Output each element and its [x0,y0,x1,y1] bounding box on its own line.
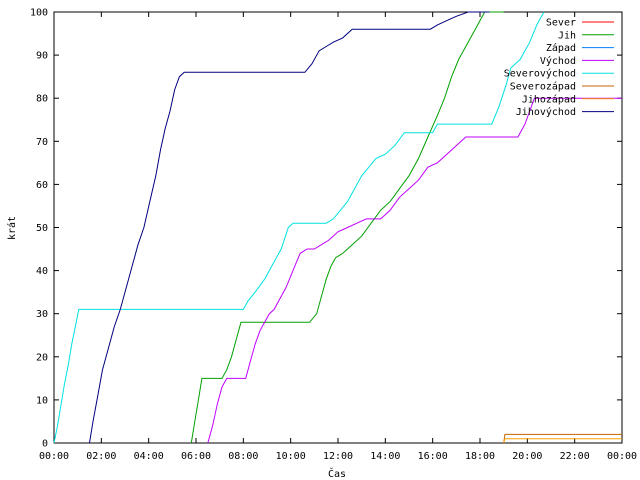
legend-label: Jih [558,30,576,41]
x-tick-label: 22:00 [560,451,590,462]
x-tick-label: 00:00 [39,451,69,462]
x-tick-label: 08:00 [228,451,258,462]
legend: SeverJihZápadVýchodSeverovýchodSeverozáp… [504,18,614,118]
y-tick-label: 100 [30,8,48,19]
series-line-jihozapad [503,438,622,444]
legend-label: Jihovýchod [516,106,576,118]
y-axis-title: krát [6,216,18,240]
x-tick-label: 10:00 [276,451,306,462]
series-line-severovychod [53,11,545,444]
x-tick-label: 06:00 [181,451,211,462]
y-tick-label: 0 [42,439,48,450]
series-line-jihovychod [89,11,490,444]
x-tick-label: 02:00 [86,451,116,462]
x-tick-label: 04:00 [134,451,164,462]
y-tick-label: 20 [36,352,48,363]
y-tick-label: 60 [36,180,48,191]
x-tick-label: 16:00 [418,451,448,462]
x-axis-ticks: 00:00 02:00 04:00 06:00 08:00 10:00 12:00 14:00… [39,12,637,462]
x-tick-label: 00:00 [607,451,637,462]
series-lines [53,11,622,444]
series-line-vychod [207,97,622,444]
legend-label: Jihozápad [522,93,576,105]
legend-label: Východ [540,55,576,67]
x-tick-label: 14:00 [370,451,400,462]
x-tick-label: 18:00 [465,451,495,462]
x-tick-label: 12:00 [323,451,353,462]
y-tick-label: 10 [36,395,48,406]
y-tick-label: 90 [36,51,48,62]
series-line-jih [190,11,504,444]
legend-label: Západ [546,42,576,54]
y-tick-label: 40 [36,266,48,277]
x-axis-title: Čas [328,467,346,480]
legend-label: Severozápad [510,81,576,93]
legend-label: Sever [546,18,576,29]
legend-label: Severovýchod [504,68,576,80]
y-tick-label: 30 [36,309,48,320]
y-tick-label: 80 [36,94,48,105]
y-tick-label: 50 [36,223,48,234]
y-tick-label: 70 [36,137,48,148]
x-tick-label: 20:00 [512,451,542,462]
y-axis-ticks: 0 10 20 30 40 50 60 70 80 90 100 [30,8,622,450]
